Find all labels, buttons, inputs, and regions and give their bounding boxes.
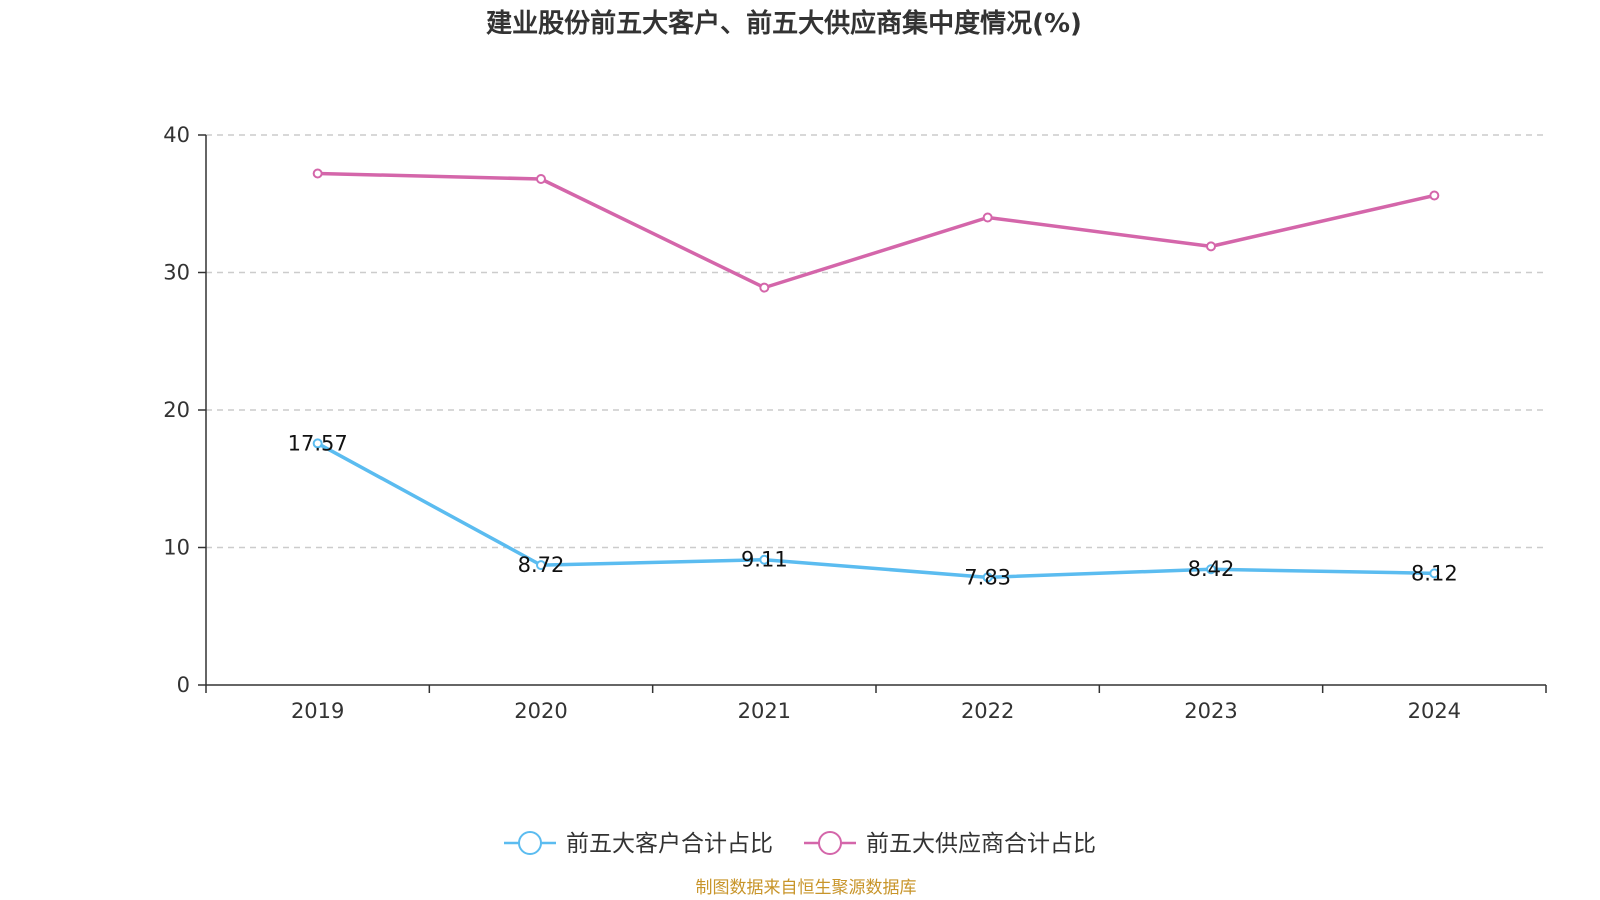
data-label: 8.42 bbox=[1188, 557, 1235, 581]
series-line-0 bbox=[316, 441, 1435, 580]
y-tick-label: 10 bbox=[163, 536, 190, 560]
x-tick-label: 2020 bbox=[514, 699, 567, 723]
x-tick-label: 2019 bbox=[291, 699, 344, 723]
data-point[interactable] bbox=[759, 282, 770, 293]
series-line-1 bbox=[317, 171, 1435, 290]
legend-marker-customer bbox=[518, 831, 542, 855]
data-point[interactable] bbox=[536, 560, 546, 571]
legend-label-supplier: 前五大供应商合计占比 bbox=[866, 831, 1096, 857]
legend[interactable]: 前五大客户合计占比 前五大供应商合计占比 bbox=[504, 831, 1096, 857]
data-point[interactable] bbox=[1429, 568, 1440, 579]
x-tick-label: 2024 bbox=[1408, 699, 1461, 723]
data-point[interactable] bbox=[312, 168, 323, 179]
axes: 0 10 20 30 40 2019 2020 2021 2022 2023 2024 bbox=[163, 123, 1547, 723]
legend-label-customer: 前五大客户合计占比 bbox=[566, 831, 773, 857]
data-label: 7.83 bbox=[964, 565, 1011, 589]
x-tick-label: 2022 bbox=[961, 699, 1014, 723]
data-labels: 17.57 8.72 9.11 7.83 8.42 8.12 bbox=[288, 431, 1458, 589]
data-point[interactable] bbox=[1206, 564, 1216, 575]
data-point[interactable] bbox=[1429, 190, 1440, 201]
data-label: 8.12 bbox=[1411, 561, 1458, 585]
y-tick-label: 0 bbox=[177, 673, 190, 697]
data-point[interactable] bbox=[982, 572, 993, 583]
legend-item-customer[interactable]: 前五大客户合计占比 bbox=[504, 831, 773, 857]
y-tick-label: 20 bbox=[163, 398, 190, 422]
y-tick-label: 30 bbox=[163, 261, 190, 285]
source-note: 制图数据来自恒生聚源数据库 bbox=[696, 878, 917, 898]
legend-marker-supplier bbox=[818, 831, 842, 855]
y-tick-label: 40 bbox=[163, 123, 190, 147]
data-point[interactable] bbox=[536, 174, 546, 184]
grid-lines bbox=[206, 134, 1546, 549]
legend-item-supplier[interactable]: 前五大供应商合计占比 bbox=[804, 831, 1096, 857]
series-group bbox=[312, 168, 1440, 583]
data-label: 9.11 bbox=[741, 548, 788, 572]
x-tick-label: 2023 bbox=[1184, 699, 1237, 723]
data-point[interactable] bbox=[982, 212, 993, 223]
chart-title: 建业股份前五大客户、前五大供应商集中度情况(%) bbox=[486, 8, 1082, 39]
data-point[interactable] bbox=[312, 438, 323, 449]
x-tick-label: 2021 bbox=[738, 699, 791, 723]
data-point[interactable] bbox=[759, 554, 770, 565]
data-label: 17.57 bbox=[288, 431, 348, 455]
data-point[interactable] bbox=[1206, 241, 1216, 252]
data-label: 8.72 bbox=[518, 553, 565, 577]
